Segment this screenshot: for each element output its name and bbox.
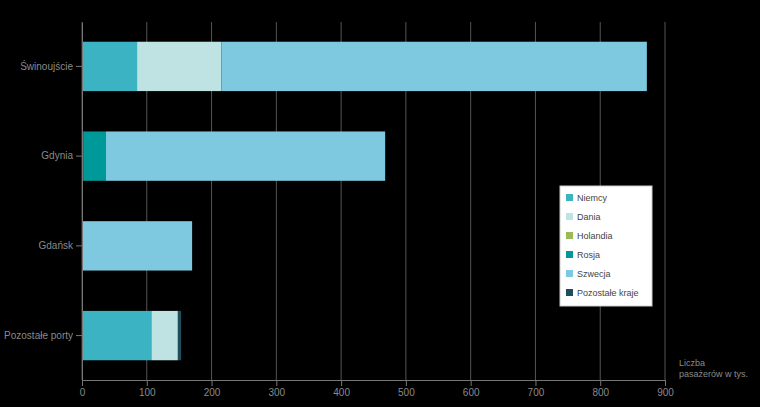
plot: 0 100 200 300 400 500 600 700 800 900 Świnoujście G… <box>4 22 674 398</box>
legend-item: Niemcy <box>566 193 608 203</box>
legend-label: Niemcy <box>577 193 608 203</box>
axis-line <box>82 23 83 381</box>
tick-label: 400 <box>333 387 350 398</box>
tick-label: Świnoujście <box>20 60 73 72</box>
axis-line <box>83 380 666 381</box>
tick-label: 100 <box>139 387 156 398</box>
grid-line <box>665 22 666 380</box>
bar-segment <box>83 131 106 180</box>
legend-swatch <box>566 213 573 220</box>
y-axis: Świnoujście Gdynia Gdańsk Pozostałe porty <box>4 23 82 381</box>
legend-swatch <box>566 251 573 258</box>
tick-label: 500 <box>398 387 415 398</box>
tick-label: 800 <box>592 387 609 398</box>
tick-label: 600 <box>463 387 480 398</box>
legend-label: Szwecja <box>577 269 611 279</box>
bar-segment <box>82 42 137 91</box>
x-axis: 0 100 200 300 400 500 600 700 800 900 <box>80 380 675 398</box>
legend-item: Szwecja <box>566 269 611 279</box>
tick: Gdynia <box>41 150 82 161</box>
tick: 600 <box>463 380 480 398</box>
tick-mark <box>665 380 666 386</box>
legend-label: Rosja <box>577 250 600 260</box>
tick-mark <box>76 66 82 67</box>
tick-label: 200 <box>204 387 221 398</box>
tick: 200 <box>204 380 221 398</box>
tick: 0 <box>80 380 86 398</box>
bar-segment <box>646 42 647 91</box>
legend-label: Holandia <box>577 231 613 241</box>
legend-label: Dania <box>577 212 601 222</box>
bar-segment <box>106 131 385 180</box>
grid-line <box>82 22 83 380</box>
legend-swatch <box>566 270 573 277</box>
tick-mark <box>212 380 213 386</box>
tick-mark <box>535 380 536 386</box>
tick: 500 <box>398 380 415 398</box>
tick: 700 <box>528 380 545 398</box>
tick: Gdańsk <box>39 240 82 251</box>
bar-segment <box>82 311 151 360</box>
tick: Pozostałe porty <box>4 330 82 341</box>
tick: 800 <box>592 380 609 398</box>
axis-title: Liczbapasażerów w tys. <box>679 358 748 379</box>
tick: 100 <box>139 380 156 398</box>
tick: Świnoujście <box>20 60 82 72</box>
tick-label: Gdynia <box>41 150 73 161</box>
tick-mark <box>82 380 83 386</box>
tick-mark <box>471 380 472 386</box>
legend-swatch <box>566 289 573 296</box>
legend: Niemcy Dania Holandia Rosja Szwecja Pozostałe… <box>560 186 652 306</box>
legend-box <box>560 186 652 306</box>
tick-label: Gdańsk <box>39 240 74 251</box>
tick-mark <box>147 380 148 386</box>
legend-item: Dania <box>566 212 601 222</box>
tick-label: 0 <box>80 387 86 398</box>
legend-item: Rosja <box>566 250 600 260</box>
tick-mark <box>406 380 407 386</box>
tick-label: 700 <box>528 387 545 398</box>
grid <box>82 22 665 380</box>
legend-swatch <box>566 232 573 239</box>
tick: 300 <box>268 380 285 398</box>
tick-mark <box>76 335 82 336</box>
legend-label: Pozostałe kraje <box>577 288 639 298</box>
tick-label: Pozostałe porty <box>4 330 73 341</box>
bar-segment <box>221 42 647 91</box>
bar-segment <box>151 311 178 360</box>
bar-segment <box>385 131 386 180</box>
tick: 900 <box>657 380 674 398</box>
legend-item: Holandia <box>566 231 613 241</box>
chart: 0 100 200 300 400 500 600 700 800 900 Świnoujście G… <box>0 0 760 407</box>
tick-mark <box>76 245 82 246</box>
tick-label: 900 <box>657 387 674 398</box>
bar-segment <box>82 221 192 270</box>
bar-segment <box>178 311 181 360</box>
legend-item: Pozostałe kraje <box>566 288 639 298</box>
tick-label: 300 <box>268 387 285 398</box>
tick-mark <box>600 380 601 386</box>
tick: 400 <box>333 380 350 398</box>
tick-mark <box>341 380 342 386</box>
bar-segment <box>137 42 221 91</box>
bar-segment <box>192 221 193 270</box>
legend-swatch <box>566 194 573 201</box>
tick-mark <box>76 156 82 157</box>
tick-mark <box>276 380 277 386</box>
